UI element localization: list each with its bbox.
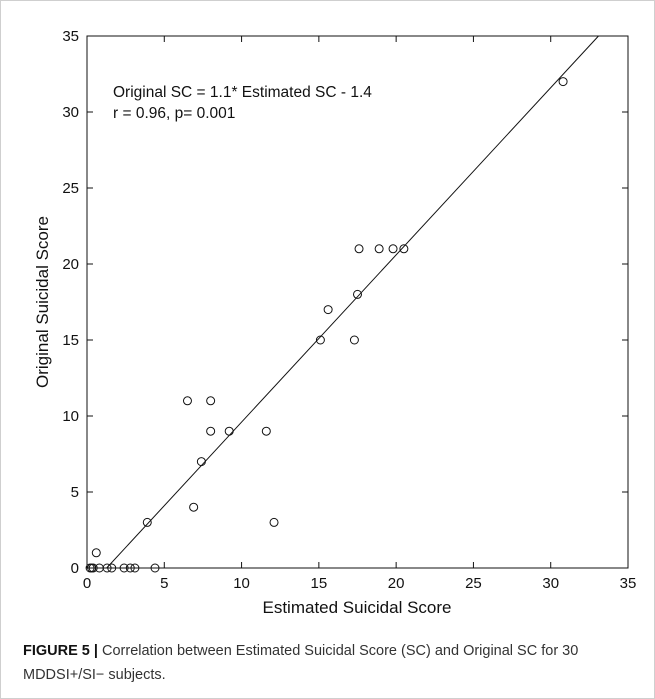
x-tick-label: 5 xyxy=(160,575,168,592)
y-axis-label: Original Suicidal Score xyxy=(33,216,52,388)
x-tick-label: 15 xyxy=(311,575,328,592)
regression-line xyxy=(106,35,599,569)
data-point xyxy=(142,517,152,527)
data-point xyxy=(107,563,117,573)
x-tick-label: 25 xyxy=(465,575,482,592)
x-axis-label: Estimated Suicidal Score xyxy=(263,598,452,617)
data-point xyxy=(315,335,325,345)
data-point xyxy=(269,517,279,527)
caption-label: FIGURE 5 | xyxy=(23,643,98,659)
x-tick-label: 35 xyxy=(620,575,637,592)
data-point xyxy=(130,563,140,573)
data-point xyxy=(189,502,199,512)
data-point xyxy=(399,244,409,254)
data-point xyxy=(88,563,98,573)
scatter-chart: 0 5 10 15 20 25 30 35 0 5 10 15 20 25 30 35 Original SC… xyxy=(33,28,637,617)
plot-frame xyxy=(86,35,629,569)
y-tick-label: 10 xyxy=(62,408,79,425)
y-tick-label: 25 xyxy=(62,180,79,197)
data-point xyxy=(196,457,206,467)
x-tick-label: 10 xyxy=(233,575,250,592)
data-point xyxy=(349,335,359,345)
y-tick-label: 5 xyxy=(71,484,79,501)
x-tick-label: 30 xyxy=(542,575,559,592)
y-tick-label: 20 xyxy=(62,256,79,273)
y-tick-label: 35 xyxy=(62,28,79,45)
y-tick-label: 15 xyxy=(62,332,79,349)
data-point xyxy=(206,396,216,406)
x-tick-label: 20 xyxy=(388,575,405,592)
data-point xyxy=(224,426,234,436)
annotation-stats: r = 0.96, p= 0.001 xyxy=(113,105,235,122)
figure-caption: FIGURE 5 | Correlation between Estimated… xyxy=(23,639,633,687)
data-point xyxy=(261,426,271,436)
caption-text: Correlation between Estimated Suicidal S… xyxy=(23,643,579,683)
data-point xyxy=(102,563,112,573)
data-point xyxy=(323,305,333,315)
data-point xyxy=(119,563,129,573)
data-point xyxy=(150,563,160,573)
y-tick-label: 0 xyxy=(71,560,79,577)
data-point xyxy=(91,548,101,558)
data-point xyxy=(558,77,568,87)
data-point xyxy=(388,244,398,254)
data-point xyxy=(374,244,384,254)
data-point xyxy=(206,426,216,436)
data-point xyxy=(353,289,362,299)
x-tick-label: 0 xyxy=(83,575,91,592)
data-point xyxy=(354,244,364,254)
data-point xyxy=(125,563,135,573)
annotation-equation: Original SC = 1.1* Estimated SC - 1.4 xyxy=(113,84,372,101)
y-tick-label: 30 xyxy=(62,104,79,121)
data-point xyxy=(182,396,192,406)
